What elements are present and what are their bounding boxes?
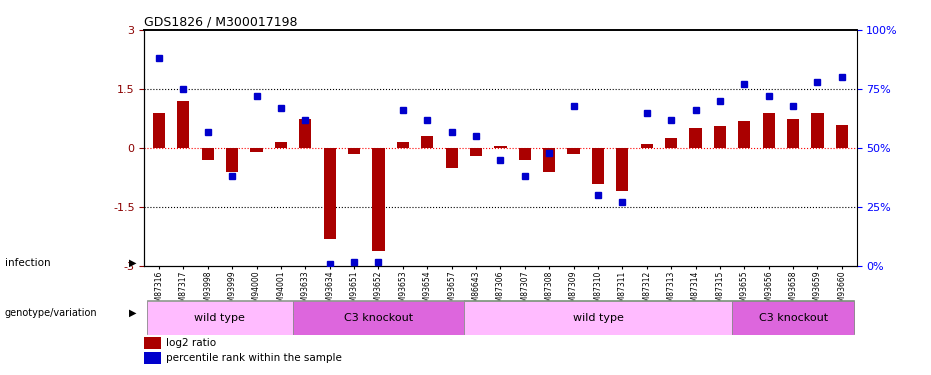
Bar <box>592 148 604 184</box>
Text: wild type: wild type <box>195 313 246 323</box>
Bar <box>250 148 263 152</box>
Bar <box>293 301 464 335</box>
Text: ▶: ▶ <box>128 258 136 267</box>
Bar <box>732 301 854 335</box>
Text: adenovirus vector: adenovirus vector <box>609 312 709 322</box>
Bar <box>147 300 464 334</box>
Text: C3 knockout: C3 knockout <box>344 313 413 323</box>
Bar <box>616 148 628 191</box>
Bar <box>470 148 482 156</box>
Bar <box>446 148 458 168</box>
Text: mock: mock <box>290 312 320 322</box>
Bar <box>836 124 848 148</box>
Bar <box>641 144 653 148</box>
Bar <box>177 101 189 148</box>
Bar <box>543 148 555 172</box>
Bar <box>568 148 580 154</box>
Bar <box>348 148 360 154</box>
Bar <box>226 148 238 172</box>
Bar <box>738 121 750 148</box>
Bar <box>812 112 824 148</box>
Bar <box>275 142 287 148</box>
Bar <box>494 146 506 148</box>
Bar <box>714 126 726 148</box>
Text: C3 knockout: C3 knockout <box>759 313 828 323</box>
Bar <box>421 136 433 148</box>
Text: log2 ratio: log2 ratio <box>166 338 216 348</box>
Text: wild type: wild type <box>573 313 624 323</box>
Bar <box>690 128 702 148</box>
Bar <box>762 112 775 148</box>
Text: GDS1826 / M300017198: GDS1826 / M300017198 <box>144 16 298 29</box>
Bar <box>519 148 531 160</box>
Bar <box>665 138 677 148</box>
Bar <box>464 301 732 335</box>
Bar <box>299 118 311 148</box>
Bar <box>464 300 854 334</box>
Bar <box>153 112 165 148</box>
Text: genotype/variation: genotype/variation <box>5 308 97 318</box>
Bar <box>324 148 336 239</box>
Bar <box>372 148 385 250</box>
Bar <box>147 301 293 335</box>
Bar <box>144 337 161 349</box>
Bar <box>397 142 409 148</box>
Bar <box>144 352 161 364</box>
Text: ▶: ▶ <box>128 308 136 318</box>
Bar <box>787 118 799 148</box>
Bar <box>202 148 214 160</box>
Text: infection: infection <box>5 258 50 267</box>
Text: percentile rank within the sample: percentile rank within the sample <box>166 353 342 363</box>
